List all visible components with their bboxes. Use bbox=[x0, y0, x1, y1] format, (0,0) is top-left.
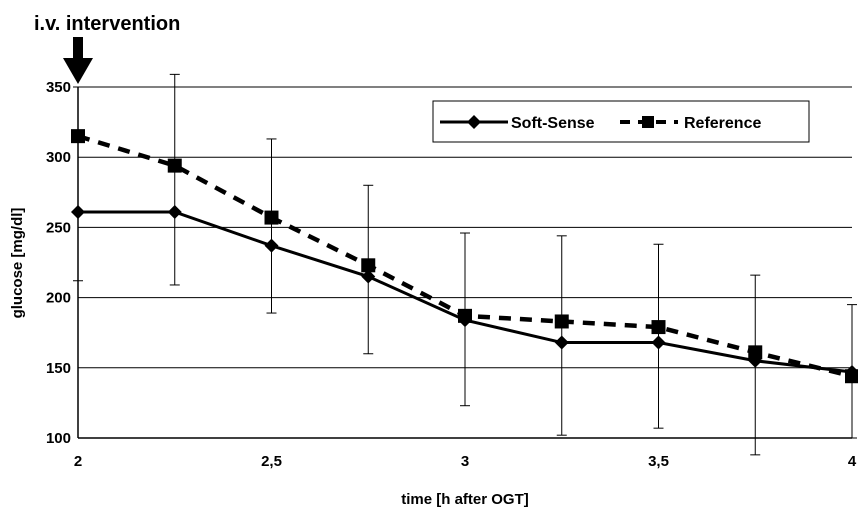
error-bar bbox=[73, 86, 83, 282]
error-bar bbox=[169, 73, 180, 286]
data-point-diamond bbox=[361, 269, 376, 284]
y-tick-label: 200 bbox=[46, 290, 71, 307]
data-point-diamond bbox=[651, 335, 666, 350]
data-point-square bbox=[554, 314, 569, 329]
x-tick-label: 3 bbox=[461, 453, 469, 470]
data-point-square bbox=[167, 158, 182, 173]
data-point-diamond bbox=[71, 204, 85, 219]
annotation-arrow bbox=[63, 37, 93, 84]
data-point-square bbox=[71, 129, 85, 144]
y-tick-label: 300 bbox=[46, 149, 71, 166]
y-tick-label: 350 bbox=[46, 79, 71, 96]
y-tick-label: 100 bbox=[46, 430, 71, 447]
error-bar bbox=[556, 235, 567, 436]
x-tick-label: 2,5 bbox=[261, 453, 282, 470]
data-point-diamond bbox=[554, 335, 569, 350]
data-point-diamond bbox=[264, 238, 279, 253]
y-axis-label: glucose [mg/dl] bbox=[9, 208, 26, 319]
data-point-square bbox=[748, 345, 763, 360]
legend-label-reference: Reference bbox=[684, 115, 761, 132]
data-point-square bbox=[651, 320, 666, 335]
annotation-text: i.v. intervention bbox=[34, 13, 180, 35]
x-tick-label: 2 bbox=[74, 453, 82, 470]
x-tick-label: 3,5 bbox=[648, 453, 669, 470]
legend-label-soft-sense: Soft-Sense bbox=[511, 115, 595, 132]
x-axis-label: time [h after OGT] bbox=[401, 491, 529, 508]
data-point-diamond bbox=[167, 204, 182, 219]
y-tick-label: 150 bbox=[46, 360, 71, 377]
data-point-square bbox=[458, 308, 472, 323]
error-bar bbox=[266, 138, 277, 314]
x-tick-label: 4 bbox=[848, 453, 857, 470]
data-point-square bbox=[845, 369, 858, 384]
legend-marker-diamond bbox=[467, 115, 481, 129]
data-point-square bbox=[361, 258, 376, 273]
legend: Soft-Sense Reference bbox=[432, 100, 810, 143]
y-tick-label: 250 bbox=[46, 219, 71, 236]
legend-marker-square bbox=[642, 116, 654, 128]
data-point-square bbox=[264, 210, 279, 225]
